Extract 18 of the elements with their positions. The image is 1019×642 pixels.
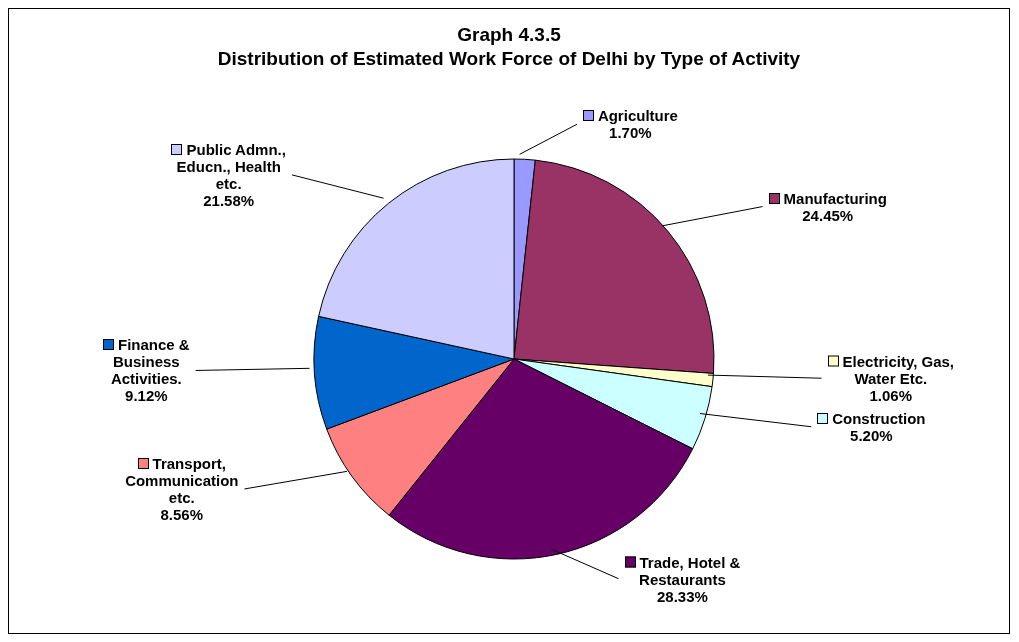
data-label: 1.70% — [609, 124, 652, 142]
legend-label: Construction — [832, 409, 926, 427]
chart-subtitle: Distribution of Estimated Work Force of Delhi by Type of Activity — [216, 47, 802, 71]
legend-label: Agriculture — [597, 107, 678, 125]
data-label: 28.33% — [657, 587, 708, 605]
legend-label: Electricity, Gas, Water Etc. — [842, 352, 954, 387]
data-label: 24.45% — [802, 206, 854, 224]
legend-label: Public Admn., Educn., Health etc. — [176, 140, 286, 192]
data-label: 5.20% — [850, 426, 893, 444]
chart-title: Graph 4.3.5 — [456, 23, 562, 47]
legend-label: Manufacturing — [783, 189, 887, 207]
data-label: 21.58% — [203, 191, 255, 209]
legend-label: Finance & Business Activities. — [110, 336, 190, 388]
data-label: 8.56% — [160, 505, 204, 523]
legend-label: Transport, Communication etc. — [125, 454, 239, 506]
legend-label: Trade, Hotel & Restaurants — [639, 553, 741, 588]
data-label: 1.06% — [869, 386, 913, 404]
data-label: 9.12% — [125, 387, 168, 405]
